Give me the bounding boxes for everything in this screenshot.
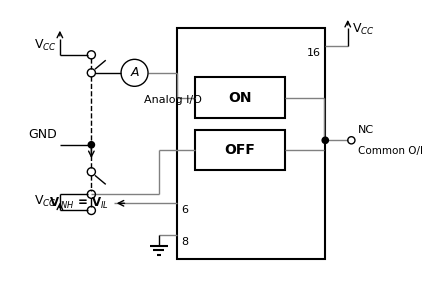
Text: A: A xyxy=(130,66,138,79)
Text: Analog I/O: Analog I/O xyxy=(143,95,201,105)
Bar xyxy=(194,77,284,118)
Text: V$_{CC}$: V$_{CC}$ xyxy=(351,22,374,37)
Bar xyxy=(194,130,284,170)
Text: V$_{CC}$: V$_{CC}$ xyxy=(34,194,57,209)
Bar xyxy=(176,28,325,259)
Text: NC: NC xyxy=(357,125,373,135)
Text: GND: GND xyxy=(29,128,57,141)
Circle shape xyxy=(88,142,94,148)
Text: ON: ON xyxy=(227,91,251,105)
Text: 16: 16 xyxy=(306,48,320,58)
Circle shape xyxy=(321,137,328,144)
Text: Common O/I: Common O/I xyxy=(357,146,422,156)
Text: V$_{INH}$ = V$_{IL}$: V$_{INH}$ = V$_{IL}$ xyxy=(49,196,109,211)
Text: OFF: OFF xyxy=(224,143,255,157)
Text: 8: 8 xyxy=(181,237,188,247)
Text: V$_{CC}$: V$_{CC}$ xyxy=(34,38,57,53)
Text: 6: 6 xyxy=(181,205,188,215)
